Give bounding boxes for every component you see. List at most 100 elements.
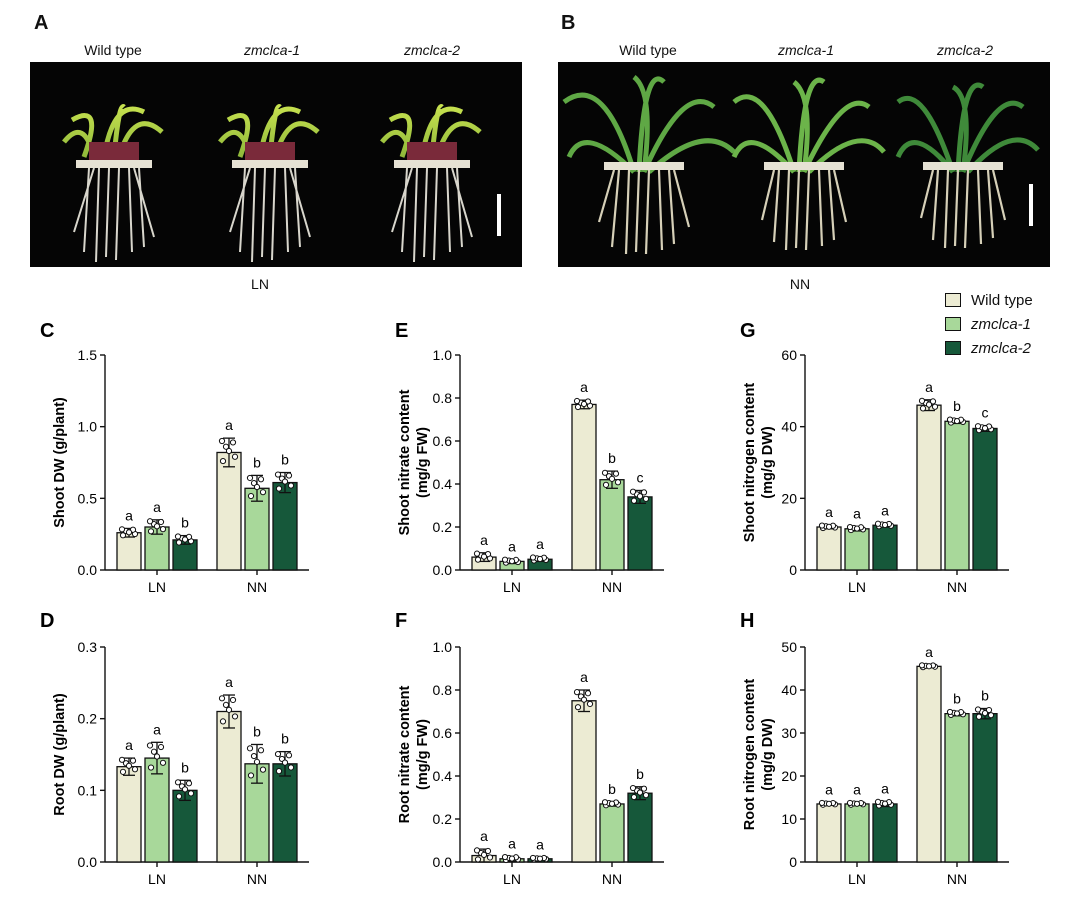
replicate-point: [474, 856, 482, 863]
replicate-point: [642, 495, 650, 502]
replicate-point: [918, 662, 926, 669]
replicate-point: [473, 550, 481, 557]
replicate-point: [187, 790, 195, 797]
replicate-point: [157, 518, 165, 526]
y-tick-label: 0.2: [433, 519, 453, 535]
bar-zmclca-1-ln: [844, 528, 870, 571]
legend-item-wild-type: Wild type: [945, 288, 1033, 312]
replicate-point: [119, 532, 127, 539]
significance-letter-wild-type-nn: a: [225, 674, 233, 690]
y-tick-label: 50: [781, 639, 797, 655]
significance-letter-zmclca-1-nn: b: [953, 398, 961, 414]
significance-letter-zmclca-1-ln: a: [153, 499, 161, 515]
y-tick-label: 1.0: [433, 639, 453, 655]
x-tick-label-ln: LN: [503, 871, 521, 887]
y-axis-label: Shoot nitrogen content (mg/g DW): [742, 383, 776, 543]
bar-zmclca-2-ln: [172, 789, 198, 863]
y-tick-label: 0: [789, 562, 797, 578]
replicate-point: [501, 556, 509, 563]
replicate-point: [640, 489, 648, 496]
replicate-point: [174, 533, 182, 540]
replicate-point: [981, 425, 989, 432]
replicate-point: [222, 701, 230, 709]
replicate-point: [222, 443, 230, 450]
y-axis-label-line: Root nitrogen content: [742, 679, 758, 831]
bar-zmclca-1-nn: [599, 803, 625, 863]
bar-wild-type-ln: [816, 526, 842, 571]
legend-swatch-wild-type: [945, 293, 961, 307]
y-tick-label: 0.0: [433, 854, 453, 870]
replicate-point: [881, 521, 889, 529]
replicate-point: [953, 417, 961, 425]
y-tick-label: 0.3: [78, 639, 98, 655]
bar-wild-type-nn: [916, 404, 942, 571]
replicate-point: [229, 439, 237, 446]
legend-label-wild-type: Wild type: [971, 291, 1033, 309]
y-tick-label: 0.0: [78, 854, 98, 870]
bar-zmclca-1-nn: [944, 713, 970, 863]
significance-letter-zmclca-2-nn: b: [281, 452, 289, 468]
bar-zmclca-2-nn: [272, 763, 298, 863]
bar-zmclca-2-nn: [627, 792, 653, 863]
replicate-point: [825, 523, 833, 530]
y-tick-label: 0.2: [433, 811, 453, 827]
photo-a-condition: LN: [251, 276, 269, 292]
replicate-point: [580, 696, 588, 703]
bar-zmclca-2-nn: [627, 496, 653, 571]
replicate-point: [629, 488, 637, 495]
y-tick-label: 40: [781, 682, 797, 698]
replicate-point: [608, 475, 616, 482]
y-tick-label: 0.0: [78, 562, 98, 578]
replicate-point: [974, 423, 982, 430]
replicate-point: [853, 800, 861, 807]
replicate-point: [125, 529, 133, 536]
replicate-point: [612, 470, 620, 477]
bar-zmclca-1-nn: [599, 479, 625, 571]
replicate-point: [181, 536, 189, 543]
replicate-point: [231, 453, 239, 460]
replicate-point: [529, 554, 537, 561]
photo-b-illustration: [562, 75, 1040, 255]
replicate-point: [536, 555, 544, 563]
replicate-point: [636, 493, 644, 500]
replicate-point: [853, 525, 861, 532]
significance-letter-zmclca-1-ln: a: [508, 538, 516, 554]
bar-zmclca-2-ln: [872, 803, 898, 863]
legend-item-zmclca-2: zmclca-2: [945, 336, 1033, 360]
replicate-point: [608, 800, 616, 807]
replicate-point: [229, 696, 237, 704]
replicate-point: [246, 745, 254, 752]
replicate-point: [175, 539, 183, 546]
replicate-point: [584, 690, 592, 697]
replicate-point: [931, 403, 939, 410]
y-axis-label: Root nitrogen content (mg/g DW): [742, 679, 776, 831]
replicate-point: [529, 854, 537, 862]
bar-wild-type-nn: [216, 710, 242, 863]
replicate-point: [574, 704, 582, 711]
y-tick-label: 10: [781, 811, 797, 827]
panel-letter-f: F: [395, 610, 407, 632]
significance-letter-wild-type-ln: a: [125, 737, 133, 753]
bar-zmclca-1-nn: [944, 420, 970, 571]
replicate-point: [975, 713, 983, 720]
bar-wild-type-ln: [116, 532, 142, 571]
replicate-point: [185, 780, 193, 787]
replicate-point: [846, 523, 854, 531]
legend-item-zmclca-1: zmclca-1: [945, 312, 1033, 336]
legend-swatch-zmclca-1: [945, 317, 961, 331]
panel-letter-e: E: [395, 320, 408, 342]
bar-wild-type-nn: [916, 665, 942, 863]
chart-h-root-nitrogen: H 0 10 20 30 40 50 Root nitrogen content (mg/g D…: [740, 610, 1009, 887]
panel-letter-a: A: [34, 12, 49, 34]
significance-letter-zmclca-2-nn: c: [982, 405, 989, 421]
y-axis-label-line: Root nitrate content: [397, 685, 413, 823]
replicate-point: [257, 747, 265, 754]
replicate-point: [985, 706, 993, 714]
photo-b-label-wild-type: Wild type: [619, 42, 677, 58]
x-tick-label-nn: NN: [602, 871, 622, 887]
replicate-point: [946, 708, 954, 716]
chart-legend: Wild type zmclca-1 zmclca-2: [945, 288, 1033, 360]
replicate-point: [259, 766, 267, 773]
bar-zmclca-1-ln: [144, 757, 170, 863]
replicate-point: [473, 847, 481, 854]
